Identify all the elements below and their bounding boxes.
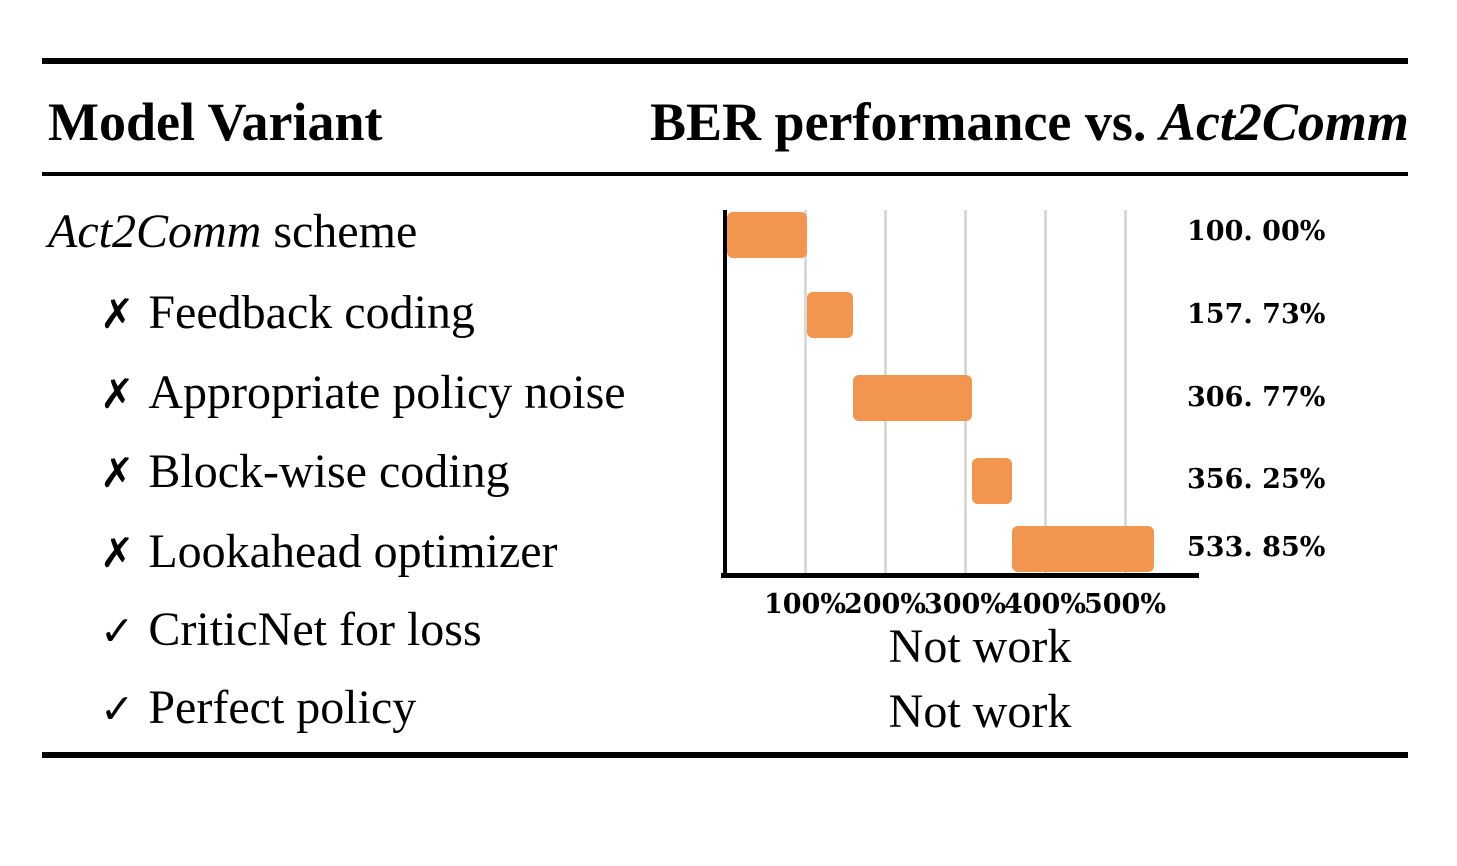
cross-mark-icon: ✗ bbox=[100, 370, 135, 418]
row-label-italic: Act2Comm bbox=[48, 205, 262, 258]
row-label: scheme bbox=[261, 205, 418, 258]
not-work-label-0: Not work bbox=[888, 620, 1072, 673]
header-title-italic: Act2Comm bbox=[1159, 92, 1409, 152]
x-tick-label-500: 500% bbox=[1083, 589, 1166, 620]
model-variant-row-1: ✗ Feedback coding bbox=[100, 286, 475, 341]
x-tick-label-300: 300% bbox=[923, 589, 1006, 620]
not-work-label-1: Not work bbox=[888, 685, 1072, 738]
check-mark-icon: ✓ bbox=[100, 607, 135, 655]
model-variant-row-0: Act2Comm scheme bbox=[48, 205, 417, 259]
row-label: Feedback coding bbox=[148, 286, 475, 339]
table-top-rule bbox=[42, 58, 1408, 64]
x-tick-label-400: 400% bbox=[1003, 589, 1086, 620]
check-mark-icon: ✓ bbox=[100, 685, 135, 733]
cross-mark-icon: ✗ bbox=[100, 529, 135, 577]
bar-0 bbox=[727, 212, 807, 258]
value-label-3: 356. 25% bbox=[1187, 464, 1326, 495]
row-label: Appropriate policy noise bbox=[148, 366, 626, 419]
bar-4 bbox=[1012, 526, 1155, 572]
value-label-2: 306. 77% bbox=[1187, 382, 1326, 413]
chart-y-axis bbox=[723, 210, 727, 577]
row-label: Perfect policy bbox=[148, 681, 417, 734]
value-label-0: 100. 00% bbox=[1187, 216, 1326, 247]
model-variant-row-2: ✗ Appropriate policy noise bbox=[100, 366, 626, 421]
row-label: CriticNet for loss bbox=[148, 603, 482, 656]
cross-mark-icon: ✗ bbox=[100, 449, 135, 497]
model-variant-row-3: ✗ Block-wise coding bbox=[100, 445, 510, 500]
model-variant-row-5: ✓ CriticNet for loss bbox=[100, 603, 482, 658]
chart-x-axis bbox=[721, 573, 1199, 578]
row-label: Block-wise coding bbox=[148, 445, 510, 498]
gridline-100 bbox=[803, 210, 807, 573]
row-label: Lookahead optimizer bbox=[148, 525, 558, 578]
x-tick-label-200: 200% bbox=[843, 589, 926, 620]
model-variant-row-4: ✗ Lookahead optimizer bbox=[100, 525, 558, 580]
column-header-ber-performance: BER performance vs. Act2Comm bbox=[650, 92, 1409, 152]
bar-3 bbox=[972, 458, 1012, 504]
value-label-4: 533. 85% bbox=[1187, 532, 1326, 563]
bar-1 bbox=[807, 292, 854, 338]
gridline-400 bbox=[1043, 210, 1047, 573]
bar-2 bbox=[853, 375, 973, 421]
cross-mark-icon: ✗ bbox=[100, 290, 135, 338]
column-header-model-variant: Model Variant bbox=[48, 92, 383, 152]
header-title-text: BER performance vs. bbox=[650, 92, 1160, 152]
table-header-rule bbox=[42, 172, 1408, 176]
table-bottom-rule bbox=[42, 752, 1408, 758]
x-tick-label-100: 100% bbox=[763, 589, 846, 620]
gridline-500 bbox=[1123, 210, 1127, 573]
value-label-1: 157. 73% bbox=[1187, 299, 1326, 330]
model-variant-row-6: ✓ Perfect policy bbox=[100, 681, 416, 736]
